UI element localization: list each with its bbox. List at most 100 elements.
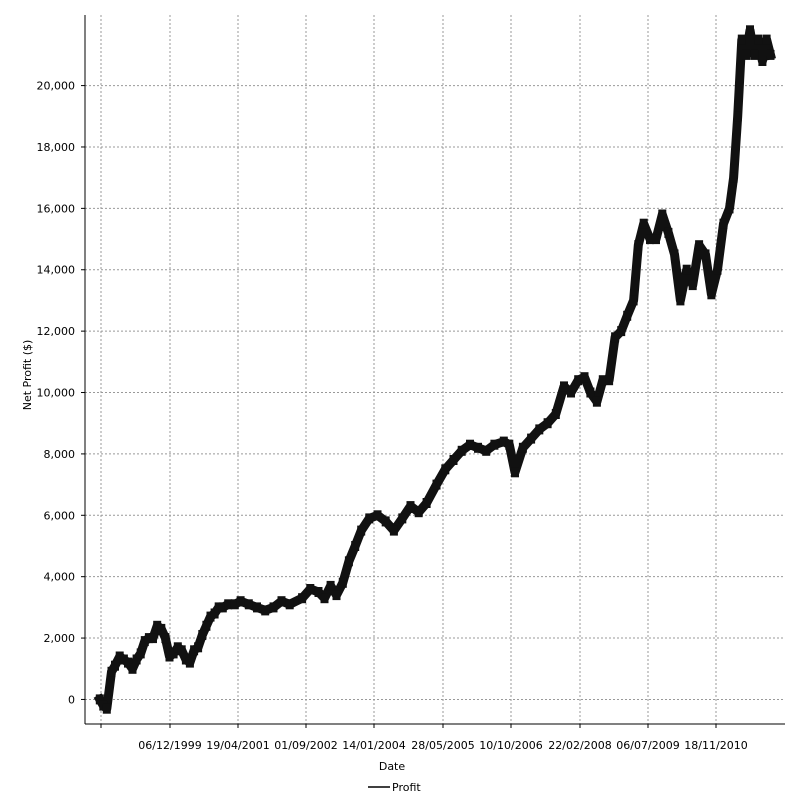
data-point (306, 584, 315, 594)
legend: Profit (368, 781, 421, 794)
axes (81, 15, 785, 728)
data-point (169, 648, 178, 659)
data-point (132, 654, 141, 665)
data-point (567, 387, 575, 398)
data-point (224, 599, 233, 610)
data-point (511, 467, 519, 478)
y-tick-label: 4,000 (44, 571, 76, 584)
data-point (733, 111, 742, 122)
data-point (457, 445, 466, 456)
data-point (725, 203, 734, 214)
data-point (185, 657, 194, 668)
data-point (244, 599, 253, 610)
data-point (713, 264, 722, 275)
data-point (762, 34, 771, 45)
data-point (373, 510, 382, 521)
data-point (136, 648, 145, 659)
data-point (611, 332, 620, 343)
x-tick-label: 14/01/2004 (342, 739, 405, 752)
data-point (102, 703, 111, 714)
x-tick-label: 01/09/2002 (274, 739, 337, 752)
data-point (314, 587, 323, 597)
data-point (149, 633, 157, 644)
series-layer (93, 25, 776, 714)
y-tick-label: 20,000 (37, 80, 76, 93)
legend-label-profit: Profit (392, 781, 421, 794)
x-tick-label: 06/12/1999 (138, 739, 201, 752)
data-point (592, 396, 601, 407)
data-point (746, 25, 754, 36)
data-point (490, 439, 499, 450)
data-point (670, 249, 679, 260)
data-point (676, 295, 685, 306)
data-point (95, 694, 104, 705)
data-point (277, 596, 286, 607)
data-point (605, 375, 614, 386)
data-point (202, 620, 211, 631)
y-tick-label: 10,000 (37, 387, 76, 400)
data-point (357, 525, 366, 536)
data-point (214, 602, 223, 613)
y-tick-labels: 0 2,000 4,000 6,000 8,000 10,000 12,000 14,000 1… (37, 80, 76, 707)
data-point (535, 424, 544, 435)
data-point (236, 596, 245, 607)
data-point (194, 642, 203, 653)
y-tick-label: 12,000 (37, 325, 76, 338)
data-point (742, 49, 750, 60)
data-point (165, 651, 174, 662)
data-point (414, 507, 423, 518)
data-point (230, 599, 239, 610)
data-point (617, 326, 626, 337)
y-tick-label: 18,000 (37, 141, 76, 154)
data-point (551, 409, 560, 419)
data-point (124, 657, 132, 668)
x-tick-label: 18/11/2010 (684, 739, 747, 752)
data-point (623, 310, 632, 321)
data-point (351, 541, 360, 551)
x-tick-label: 19/04/2001 (206, 739, 269, 752)
data-point (758, 56, 767, 66)
data-point (406, 501, 415, 512)
x-axis-title: Date (379, 760, 406, 773)
data-point (737, 34, 746, 45)
x-tick-label: 28/05/2005 (411, 739, 474, 752)
y-axis-title: Net Profit ($) (21, 340, 34, 411)
data-point (646, 234, 654, 245)
data-point (320, 593, 329, 604)
data-point (634, 240, 643, 251)
data-point (119, 654, 128, 665)
data-point (499, 436, 508, 447)
data-point (128, 663, 137, 674)
data-point (157, 623, 166, 634)
data-point (381, 516, 390, 527)
data-point (482, 445, 491, 456)
data-point (326, 580, 335, 591)
data-point (389, 525, 398, 536)
y-tick-label: 2,000 (44, 632, 76, 645)
data-point (210, 608, 219, 619)
data-point (140, 636, 149, 647)
data-point (298, 593, 307, 604)
data-point (432, 479, 441, 490)
data-point (153, 620, 162, 631)
y-tick-label: 8,000 (44, 448, 76, 461)
data-point (701, 249, 710, 260)
data-point (344, 556, 353, 567)
data-point (161, 633, 170, 644)
data-point (269, 602, 278, 613)
data-point (560, 381, 568, 392)
data-point (115, 651, 124, 662)
data-point (682, 264, 691, 275)
data-point (543, 418, 552, 429)
data-point (285, 599, 294, 610)
data-point (466, 439, 474, 450)
data-point (695, 240, 704, 251)
data-point (598, 375, 607, 386)
data-point (365, 513, 374, 524)
x-tick-label: 22/02/2008 (548, 739, 611, 752)
data-point (206, 611, 215, 622)
data-point (332, 590, 341, 601)
data-point (518, 442, 527, 453)
x-tick-label: 10/10/2006 (479, 739, 542, 752)
